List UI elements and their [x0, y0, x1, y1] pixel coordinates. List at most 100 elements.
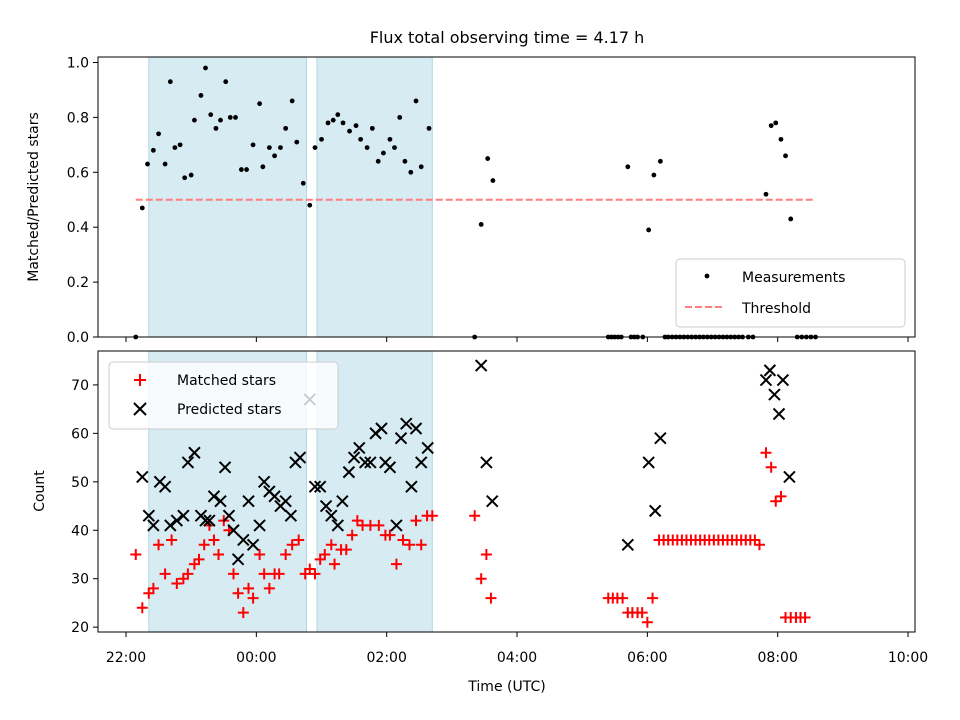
matched-stars-point — [770, 495, 782, 507]
legend-predicted-marker — [133, 402, 147, 416]
predicted-stars-point — [776, 373, 790, 387]
measurement-point — [172, 145, 178, 150]
measurement-point — [325, 120, 331, 126]
measurement-point — [233, 114, 238, 120]
chart-title: Flux total observing time = 4.17 h — [370, 28, 645, 47]
matched-stars-point — [228, 568, 240, 580]
measurement-point — [188, 172, 194, 178]
measurement-point — [289, 98, 295, 104]
predicted-stars-point — [486, 494, 499, 508]
measurement-point — [208, 112, 214, 118]
measurement-point — [312, 145, 318, 150]
top-axes-frame — [97, 56, 916, 338]
measurement-point — [335, 112, 341, 118]
measurement-point — [413, 98, 419, 104]
predicted-stars-point — [415, 456, 428, 469]
matched-stars-point — [340, 544, 352, 556]
matched-stars-point — [373, 519, 385, 531]
x-tick-label: 08:00 — [758, 650, 798, 666]
predicted-stars-point — [331, 519, 345, 532]
bottom-y-axis-label: Count — [32, 470, 48, 512]
bottom-y-ticks: 20 30 40 50 60 70 — [71, 378, 98, 636]
measurement-point — [402, 158, 408, 164]
measurement-point — [300, 180, 306, 186]
predicted-stars-point — [319, 499, 333, 513]
matched-stars-point — [390, 558, 402, 570]
matched-stars-point — [130, 548, 142, 560]
measurement-point — [478, 222, 484, 227]
predicted-stars-point — [347, 451, 361, 464]
measurement-point — [150, 147, 156, 153]
matched-stars-point — [346, 529, 358, 541]
predicted-stars-point — [763, 364, 777, 377]
measurement-point — [347, 128, 352, 134]
predicted-stars-point — [181, 456, 195, 469]
predicted-stars-point — [147, 519, 160, 532]
measurement-point — [139, 205, 145, 211]
matched-stars-point — [304, 563, 316, 575]
predicted-stars-point — [654, 431, 667, 445]
measurement-point — [227, 114, 233, 120]
legend-measurements-marker — [704, 273, 710, 279]
matched-stars-point — [636, 607, 648, 619]
predicted-stars-point — [279, 494, 292, 508]
predicted-stars-point — [164, 519, 177, 532]
matched-stars-point — [475, 573, 487, 585]
measurement-point — [657, 158, 663, 164]
matched-stars-point — [799, 611, 811, 623]
predicted-stars-point — [253, 519, 266, 532]
predicted-stars-point — [222, 509, 236, 522]
measurement-point — [426, 125, 432, 131]
predicted-stars-point — [136, 470, 149, 484]
top-shaded-span — [148, 56, 308, 338]
matched-stars-point — [410, 515, 422, 527]
measurement-point — [392, 145, 397, 150]
matched-stars-point — [775, 490, 787, 502]
top-y-ticks: 0.0 0.2 0.4 0.6 0.8 1.0 — [67, 55, 98, 346]
predicted-stars-point — [642, 456, 655, 469]
predicted-stars-point — [648, 504, 662, 518]
matched-stars-point — [193, 553, 205, 565]
measurement-point — [375, 158, 381, 164]
matched-stars-point — [286, 539, 298, 551]
matched-stars-point — [213, 548, 225, 560]
top-legend-box — [675, 258, 906, 328]
top-legend: Measurements Threshold — [675, 258, 906, 328]
top-y-tick-label: 0.8 — [67, 110, 89, 126]
measurement-point — [369, 125, 375, 131]
predicted-stars-point — [268, 490, 281, 503]
matched-stars-point — [198, 539, 210, 551]
measurement-point — [266, 145, 272, 150]
measurement-point — [278, 145, 283, 150]
measurement-point — [408, 169, 414, 175]
predicted-stars-point — [142, 509, 156, 522]
matched-stars-point — [171, 578, 183, 590]
predicted-stars-point — [405, 480, 418, 493]
x-axis-label: Time (UTC) — [467, 679, 545, 695]
predicted-stars-point — [375, 422, 388, 435]
matched-stars-point — [153, 539, 165, 551]
x-tick-label: 06:00 — [627, 650, 667, 666]
x-tick-label: 22:00 — [106, 650, 146, 666]
predicted-stars-point — [170, 514, 184, 527]
matched-stars-point — [273, 568, 285, 580]
predicted-stars-point — [207, 490, 221, 503]
matched-stars-point — [247, 592, 259, 604]
measurement-point — [763, 191, 769, 197]
bottom-y-tick-label: 20 — [71, 620, 89, 636]
top-y-tick-label: 1.0 — [67, 55, 89, 71]
measurement-point — [156, 131, 161, 137]
matched-stars-point — [397, 534, 409, 546]
predicted-stars-point — [237, 533, 250, 547]
bottom-legend: Matched stars Predicted stars — [108, 361, 339, 430]
measurement-point — [223, 79, 229, 85]
measurement-point — [783, 153, 788, 159]
matched-stars-point — [159, 568, 171, 580]
matched-stars-point — [647, 592, 659, 604]
legend-threshold-label: Threshold — [741, 301, 811, 317]
matched-stars-point — [208, 534, 220, 546]
bottom-axes-frame — [97, 350, 916, 633]
predicted-stars-point — [409, 422, 423, 435]
predicted-stars-point — [783, 470, 796, 484]
top-y-tick-label: 0.6 — [67, 165, 89, 181]
